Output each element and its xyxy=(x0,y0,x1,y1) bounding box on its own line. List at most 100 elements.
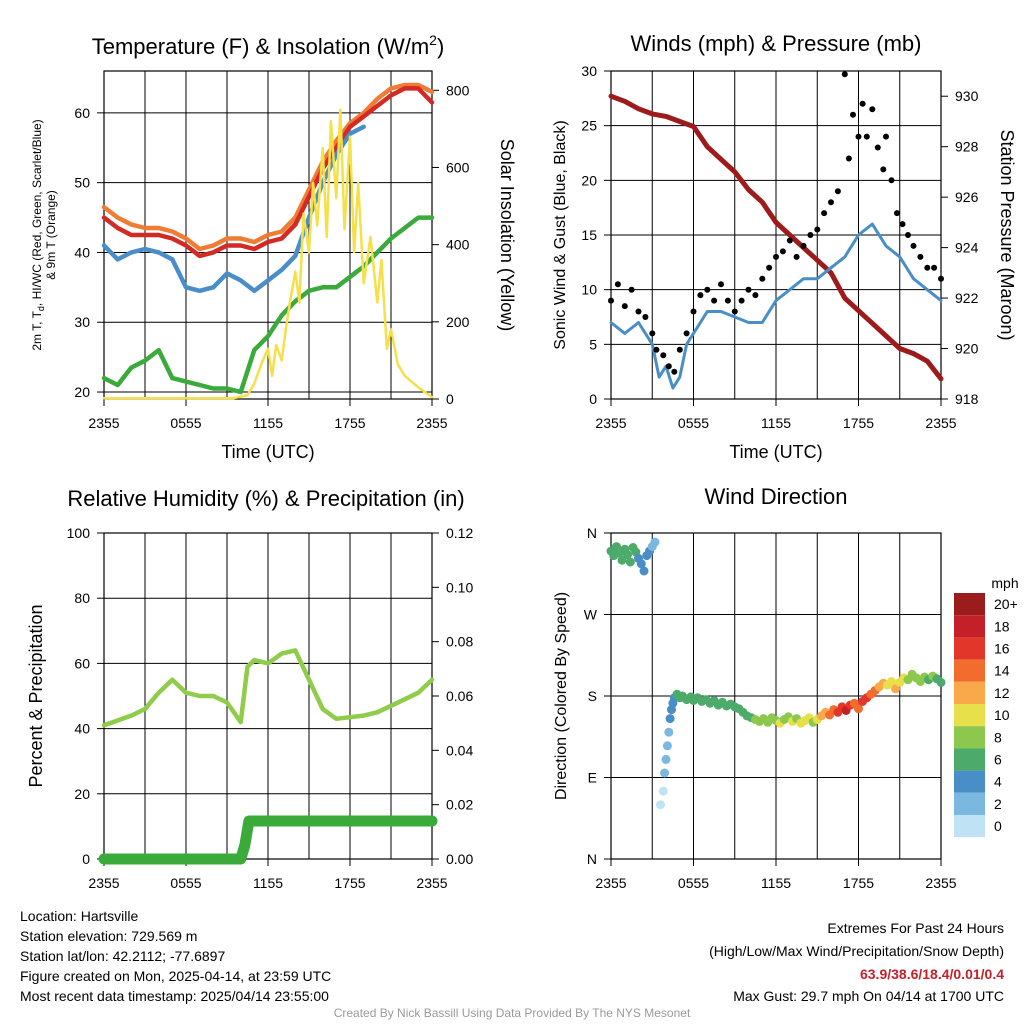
gust-point xyxy=(608,297,614,304)
x-tick-label: 2355 xyxy=(88,875,119,891)
direction-point xyxy=(623,550,632,560)
gust-point xyxy=(807,232,814,238)
gust-point xyxy=(845,155,852,162)
x-tick-label: 2355 xyxy=(925,875,956,891)
y2-tick-label: 0 xyxy=(446,391,454,407)
y2-tick-label: 0.00 xyxy=(446,851,473,867)
y-tick-label: 30 xyxy=(74,314,90,330)
x-axis-label: Time (UTC) xyxy=(221,442,314,462)
plot-frame xyxy=(103,70,433,400)
gust-point xyxy=(724,297,731,304)
direction-point xyxy=(665,714,675,724)
y2-tick-label: 924 xyxy=(955,240,979,256)
gust-point xyxy=(800,242,807,249)
y-axis-label: 2m T, Td, HI/WC (Red, Green, Scarlet/Blu… xyxy=(30,119,46,350)
direction-point xyxy=(854,704,863,714)
y-tick-label: 0 xyxy=(82,851,90,867)
y-tick-label: 40 xyxy=(74,244,90,260)
legend-swatch xyxy=(954,659,985,682)
y-tick-label: 30 xyxy=(581,63,597,79)
gust-point xyxy=(704,286,711,293)
info-latlon: Station lat/lon: 42.2112; -77.6897 xyxy=(20,948,226,964)
legend-swatch xyxy=(954,770,985,793)
gust-point xyxy=(614,281,621,288)
y-axis-label: Direction (Colored By Speed) xyxy=(553,592,570,800)
plot-frame xyxy=(103,532,433,860)
legend-swatch xyxy=(954,815,985,838)
x-axis-label: Time (UTC) xyxy=(729,442,822,462)
y-tick-label: 50 xyxy=(74,175,90,191)
x-tick-label: 1755 xyxy=(843,875,874,891)
gust-point xyxy=(821,210,828,217)
direction-point xyxy=(887,677,896,686)
legend-label: 10 xyxy=(994,707,1010,723)
legend-swatch xyxy=(954,637,985,660)
wind-direction-panel: 2355 0555 1155 1755 2355 N E S W N Wind Direction D… xyxy=(553,484,957,891)
x-tick-label: 2355 xyxy=(595,875,626,891)
direction-point xyxy=(625,557,635,567)
gust-point xyxy=(859,100,866,107)
y2-tick-label: 200 xyxy=(446,314,470,330)
temperature-panel: 2355 0555 1155 1755 235520304050600200400600… xyxy=(30,32,517,462)
info-created: Figure created on Mon, 2025-04-14, at 23… xyxy=(20,968,332,984)
gust-point xyxy=(899,221,906,228)
gust-point xyxy=(738,297,745,304)
direction-point xyxy=(664,727,674,737)
extremes-values: 63.9/38.6/18.4/0.01/0.4 xyxy=(859,966,1004,982)
y2-tick-label: 800 xyxy=(446,82,470,98)
x-tick-label: 1755 xyxy=(334,415,365,431)
series-line-td xyxy=(101,215,435,395)
y2-tick-label: 918 xyxy=(955,391,979,407)
extremes-title: Extremes For Past 24 Hours xyxy=(827,920,1004,936)
panel-title: Wind Direction xyxy=(704,484,847,509)
info-location: Location: Hartsville xyxy=(20,908,139,924)
x-tick-label: 2355 xyxy=(416,415,447,431)
gust-point xyxy=(905,232,911,238)
legend-label: 18 xyxy=(994,618,1010,634)
x-tick-label: 1155 xyxy=(761,875,791,891)
direction-point xyxy=(650,537,660,547)
gust-point xyxy=(752,292,759,299)
gust-point xyxy=(697,292,704,299)
series-line-pressure xyxy=(608,93,944,382)
gust-point xyxy=(855,133,862,140)
x-tick-label: 0555 xyxy=(678,875,709,891)
gust-point xyxy=(683,330,690,337)
gust-point xyxy=(745,286,752,293)
gust-point xyxy=(841,71,848,78)
direction-point xyxy=(658,786,668,796)
direction-point xyxy=(662,741,672,751)
y2-tick-label: 0.04 xyxy=(446,742,473,758)
gust-point xyxy=(621,303,628,310)
x-tick-label: 2355 xyxy=(416,875,447,891)
x-tick-label: 1155 xyxy=(253,415,283,431)
series-line-t2m xyxy=(101,86,435,259)
y-tick-label: N xyxy=(587,525,597,541)
gust-point xyxy=(660,352,667,359)
gust-point xyxy=(676,346,683,353)
legend-label: 4 xyxy=(994,774,1002,790)
gust-point xyxy=(628,286,635,293)
info-latest-data: Most recent data timestamp: 2025/04/14 2… xyxy=(20,988,329,1004)
plot-frame xyxy=(610,532,942,860)
y2-tick-label: 0.08 xyxy=(446,634,473,650)
gust-point xyxy=(773,253,779,260)
direction-point xyxy=(656,800,665,810)
gust-point xyxy=(671,368,678,375)
gust-point xyxy=(718,281,724,288)
direction-point xyxy=(639,566,649,576)
y2-tick-label: 0.10 xyxy=(446,579,473,595)
gust-point xyxy=(759,275,766,282)
series-line-rh xyxy=(101,648,435,728)
gust-point xyxy=(917,253,924,260)
gust-point xyxy=(690,308,697,315)
y-tick-label: E xyxy=(588,770,597,786)
legend-label: 16 xyxy=(994,641,1010,657)
gust-point xyxy=(938,275,944,282)
legend-swatch xyxy=(954,593,985,616)
y-tick-label: 10 xyxy=(581,282,597,298)
x-tick-label: 1155 xyxy=(761,415,791,431)
credit-line: Created By Nick Bassill Using Data Provi… xyxy=(333,1006,691,1020)
y-tick-label: 20 xyxy=(74,786,90,802)
